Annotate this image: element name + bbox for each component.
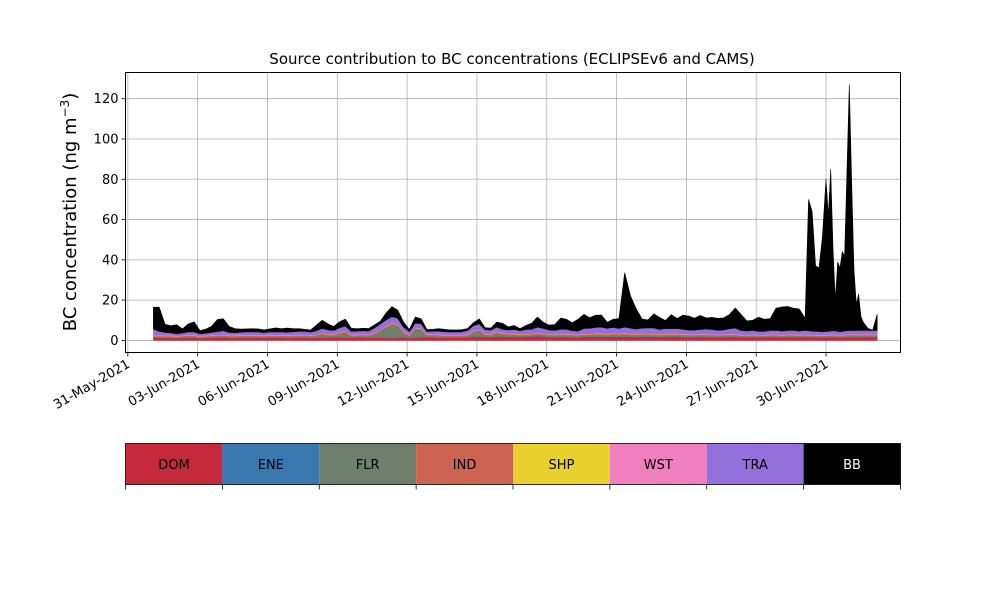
plot-frame <box>125 72 901 353</box>
grid-lines <box>125 72 901 353</box>
y-axis-label: BC concentration (ng m−3) <box>58 93 81 332</box>
plot-area: 0 20 40 60 80 100 120 31-May-202103-Jun-202106-… <box>51 72 901 413</box>
x-tick-label: 27-Jun-2021 <box>684 357 761 410</box>
legend-label-flr: FLR <box>356 458 380 473</box>
legend-swatch-wst <box>609 443 707 485</box>
y-tick-label: 100 <box>94 132 119 147</box>
y-tick-label: 20 <box>102 294 119 309</box>
legend-swatch-shp <box>513 443 610 485</box>
y-tick-label: 40 <box>102 253 119 268</box>
chart-title: Source contribution to BC concentrations… <box>269 50 754 68</box>
legend-swatch-tra <box>706 443 804 485</box>
x-tick-label: 09-Jun-2021 <box>265 357 342 410</box>
legend-label-shp: SHP <box>549 458 575 473</box>
legend-swatch-flr <box>319 443 417 485</box>
legend-swatch-ene <box>222 443 320 485</box>
legend-label-dom: DOM <box>158 458 189 473</box>
y-tick-label: 60 <box>102 213 119 228</box>
legend-colorbar: DOM ENE FLR IND SHP WST TRA BB <box>125 443 901 490</box>
y-axis-label-superscript: −3 <box>58 100 72 118</box>
legend-label-tra: TRA <box>742 458 768 473</box>
legend-swatch-ind <box>416 443 513 485</box>
x-tick-label: 31-May-2021 <box>51 357 133 413</box>
x-tick-label: 30-Jun-2021 <box>754 357 831 410</box>
area-bb <box>153 84 878 335</box>
y-tick-label: 80 <box>102 173 119 188</box>
legend-label-wst: WST <box>644 458 673 473</box>
x-tick-label: 21-Jun-2021 <box>545 357 622 410</box>
x-tick-label: 12-Jun-2021 <box>335 357 412 410</box>
x-tick-label: 24-Jun-2021 <box>615 357 692 410</box>
legend-swatch-bb <box>803 443 901 485</box>
y-tick-label: 0 <box>110 334 118 349</box>
x-tick-label: 03-Jun-2021 <box>126 357 203 410</box>
x-tick-label: 18-Jun-2021 <box>475 357 552 410</box>
stacked-areas <box>153 84 878 341</box>
y-axis-label-close: ) <box>60 93 81 100</box>
legend-label-ene: ENE <box>258 458 284 473</box>
y-axis-label-main: BC concentration (ng m <box>60 117 81 331</box>
x-tick-label: 15-Jun-2021 <box>405 357 482 410</box>
legend-label-ind: IND <box>453 458 477 473</box>
x-tick-label: 06-Jun-2021 <box>196 357 273 410</box>
legend-label-bb: BB <box>843 458 861 473</box>
y-tick-label: 120 <box>94 92 119 107</box>
plot-background <box>125 72 901 353</box>
legend-swatch-dom <box>125 443 223 485</box>
